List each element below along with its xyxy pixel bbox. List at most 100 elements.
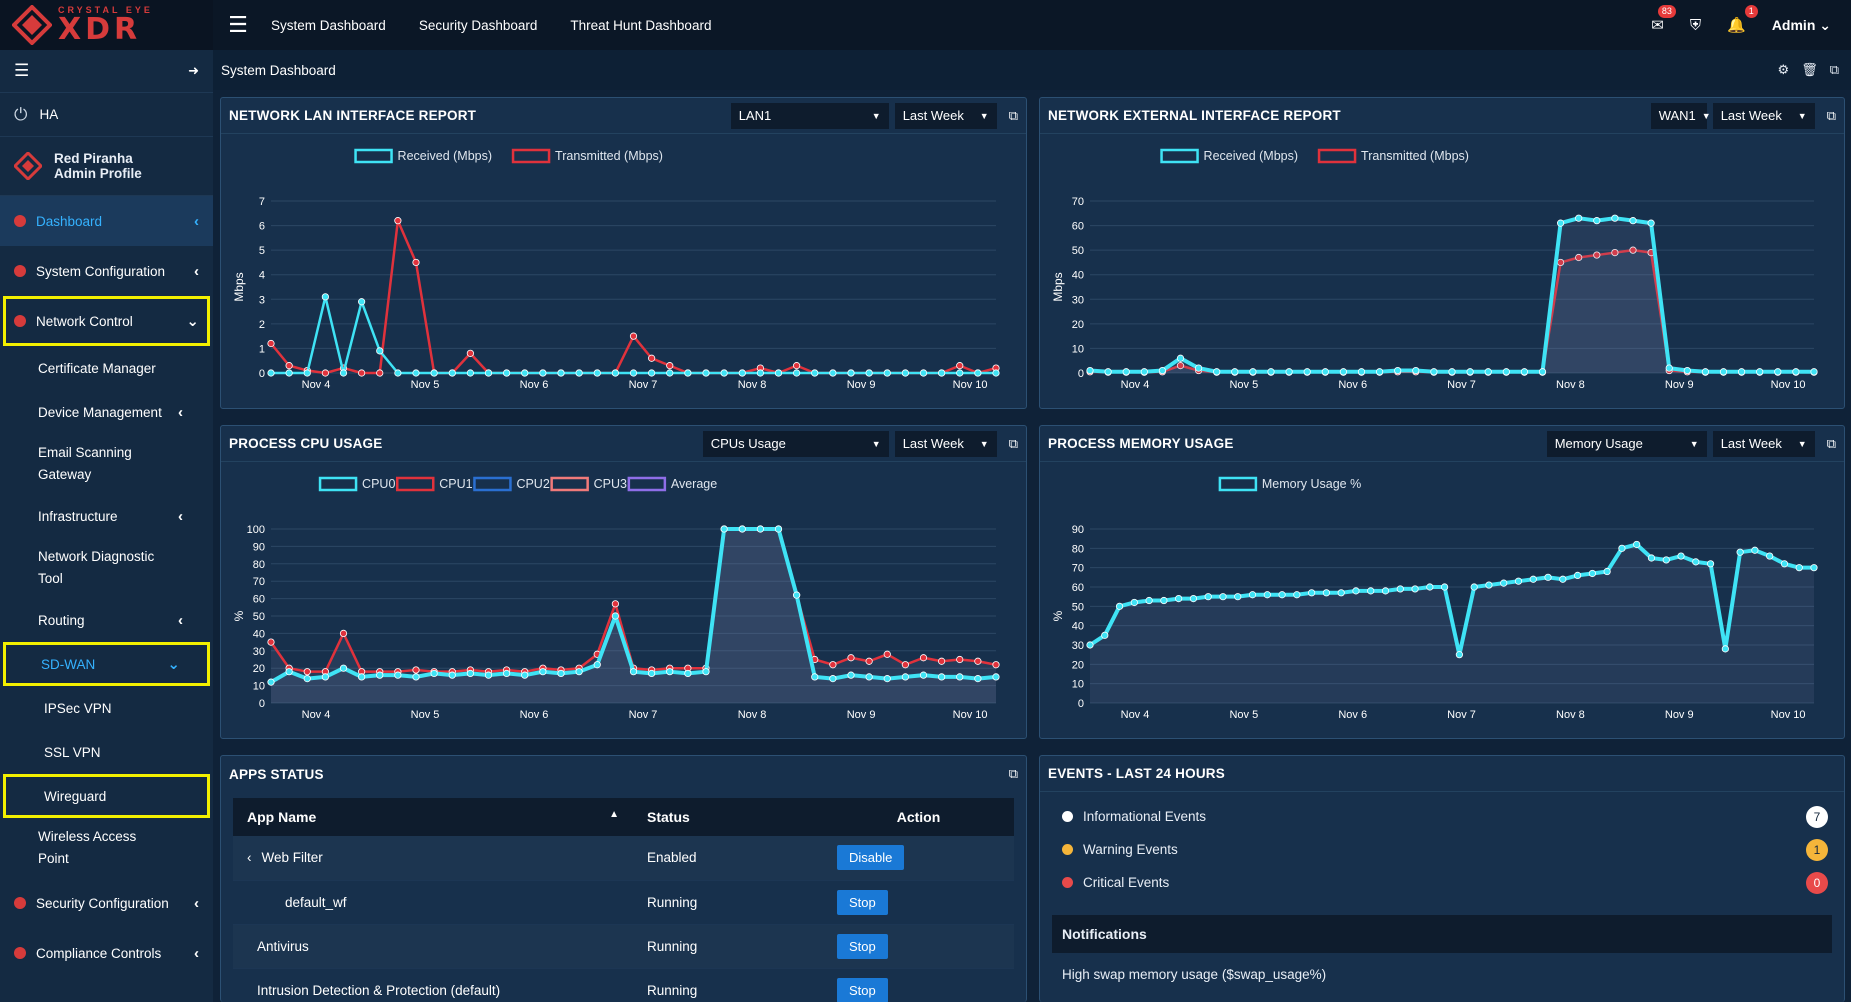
chevron-left-icon: ‹ [194,894,199,912]
stop-button[interactable]: Stop [837,977,888,1002]
sidebar-item-certificate-manager[interactable]: Certificate Manager [0,346,213,390]
chart-legend: CPU0 CPU1 CPU2 CPU3 Average [318,476,717,492]
sort-up-icon[interactable]: ▲ [609,809,619,820]
legend-label: Received (Mbps) [1204,149,1298,163]
data-point [992,661,1000,669]
external-link-icon[interactable]: ⧉ [1008,107,1018,123]
mail-icon[interactable]: ✉ 83 [1651,5,1676,34]
sidebar-item-wireless-access-point[interactable]: Wireless Access Point [0,818,213,878]
warning-icon [1062,844,1073,855]
hamburger-menu-icon[interactable]: ☰ [228,12,248,37]
sidebar-item-device-management[interactable]: Device Management ‹ [0,390,213,434]
data-point [720,525,728,533]
sidebar-hamburger-icon[interactable]: ☰ [14,61,30,80]
metric-select[interactable]: Memory Usage ▼ [1546,430,1707,457]
disable-button[interactable]: Disable [837,845,905,871]
sidebar-item-sd-wan[interactable]: SD-WAN ⌄ [3,642,210,686]
bell-icon[interactable]: 🔔 1 [1727,5,1758,34]
data-point [1484,368,1492,376]
sidebar-item-network-control[interactable]: Network Control ⌄ [3,296,210,346]
trash-icon[interactable]: 🗑 [1801,62,1818,77]
sidebar-item-network-diagnostic-tool[interactable]: Network Diagnostic Tool [0,538,213,598]
period-select[interactable]: Last Week ▼ [1712,102,1815,129]
sidebar-item-system-configuration[interactable]: System Configuration ‹ [0,246,213,296]
sidebar-item-security-configuration[interactable]: Security Configuration ‹ [0,878,213,928]
data-point [1706,560,1715,568]
data-point [901,369,909,377]
brand-logo[interactable]: CRYSTAL EYE XDR [0,0,213,50]
sidebar-item-infrastructure[interactable]: Infrastructure ‹ [0,494,213,538]
data-point [1692,558,1700,566]
data-point [1756,368,1764,376]
data-point [1593,217,1601,225]
cpu-usage-panel: PROCESS CPU USAGE CPUs Usage ▼ Last Week ▼… [220,425,1027,739]
data-point [1500,579,1508,587]
stop-button[interactable]: Stop [837,889,888,915]
sidebar-item-ssl-vpn[interactable]: SSL VPN [0,730,213,774]
bell-badge: 1 [1744,5,1758,18]
collapse-sidebar-icon[interactable]: ➜ [188,63,199,78]
col-app-name[interactable]: App Name ▲ [233,798,633,836]
data-point [611,369,619,377]
data-point [1104,368,1112,376]
nav-security-dashboard[interactable]: Security Dashboard [418,17,538,33]
metric-select[interactable]: CPUs Usage ▼ [702,430,889,457]
period-select[interactable]: Last Week ▼ [1712,430,1815,457]
event-informational[interactable]: Informational Events 7 [1040,800,1844,833]
data-point [1629,246,1637,254]
external-link-icon[interactable]: ⧉ [1008,766,1018,781]
notification-item[interactable]: High swap memory usage ($swap_usage%) [1040,953,1844,996]
data-point [793,369,801,377]
event-critical[interactable]: Critical Events 0 [1040,866,1844,899]
admin-user-menu[interactable]: Admin ⌄ [1772,17,1831,34]
data-point [1603,567,1611,576]
sidebar-item-label: Device Management [38,404,162,420]
y-tick-label: 10 [253,681,265,693]
sidebar-item-email-scanning-gateway[interactable]: Email Scanning Gateway [0,434,213,494]
data-point [1263,591,1271,599]
external-link-icon[interactable]: ⧉ [1826,435,1836,451]
sidebar-item-routing[interactable]: Routing ‹ [0,598,213,642]
security-icon [14,897,26,909]
sidebar-item-label-line1: Network Diagnostic [38,549,155,564]
data-point [484,369,493,377]
sidebar-item-label: Wireguard [44,788,107,804]
collapse-icon[interactable]: ‹ [247,850,252,866]
data-point [702,369,710,377]
x-tick-label: Nov 4 [1121,379,1150,391]
interface-select[interactable]: LAN1 ▼ [730,102,889,129]
sidebar-item-compliance-controls[interactable]: Compliance Controls ‹ [0,928,213,978]
ha-toggle[interactable]: ⏻ HA [0,92,213,136]
nav-threat-hunt-dashboard[interactable]: Threat Hunt Dashboard [570,17,712,33]
sidebar-item-wireguard[interactable]: Wireguard [3,774,210,818]
data-point [1357,368,1366,376]
data-point [938,673,946,681]
profile-card[interactable]: Red Piranha Admin Profile [0,136,213,196]
y-tick-label: 90 [1072,524,1084,536]
page-title: System Dashboard [221,62,336,78]
period-select[interactable]: Last Week ▼ [894,102,997,129]
period-select[interactable]: Last Week ▼ [894,430,997,457]
data-point [1189,595,1198,603]
sidebar-item-dashboard[interactable]: Dashboard ‹ [0,196,213,246]
data-point [956,673,964,681]
data-point [303,675,311,683]
breadcrumb: System Dashboard ⚙ 🗑 ⧉ [213,50,1851,90]
external-link-icon[interactable]: ⧉ [1008,435,1018,451]
data-point [321,369,329,377]
nav-system-dashboard[interactable]: System Dashboard [271,17,386,33]
data-point [1529,575,1537,583]
gear-icon[interactable]: ⚙ [1777,62,1790,77]
external-link-icon[interactable]: ⧉ [1826,107,1836,123]
sidebar-item-ipsec-vpn[interactable]: IPSec VPN [0,686,213,730]
data-point [1633,540,1641,549]
data-point [593,661,601,669]
stop-button[interactable]: Stop [837,933,888,959]
x-tick-label: Nov 7 [629,709,658,721]
x-tick-label: Nov 9 [1665,379,1694,391]
copy-icon[interactable]: ⧉ [1829,62,1839,77]
data-point [883,369,891,377]
shield-icon[interactable]: ⛨ [1689,16,1702,34]
event-warning[interactable]: Warning Events 1 [1040,833,1844,866]
interface-select[interactable]: WAN1 ▼ [1650,102,1711,129]
